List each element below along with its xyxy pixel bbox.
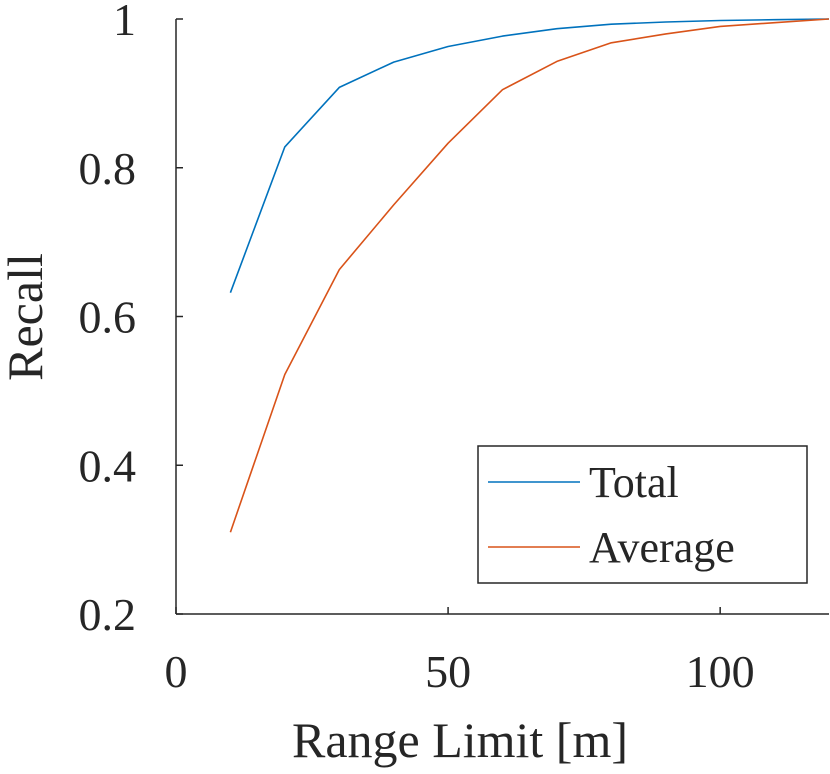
x-tick-label: 0 [165, 646, 188, 697]
x-tick-label: 50 [425, 646, 471, 697]
series-line-average [229, 18, 830, 533]
y-tick-label: 1 [113, 0, 136, 45]
y-tick-label: 0.4 [79, 440, 137, 491]
y-tick-label: 0.6 [79, 292, 137, 343]
series-line-total [229, 18, 830, 293]
legend-box [477, 445, 808, 584]
y-tick-label: 0.8 [79, 143, 137, 194]
legend-label-total: Total [589, 458, 679, 507]
legend: Total Average [477, 445, 808, 584]
x-axis-label: Range Limit [m] [292, 712, 628, 768]
legend-label-average: Average [589, 523, 735, 572]
y-axis-label: Recall [0, 253, 53, 381]
y-tick-label: 0.2 [79, 589, 137, 640]
x-tick-label: 100 [686, 646, 755, 697]
